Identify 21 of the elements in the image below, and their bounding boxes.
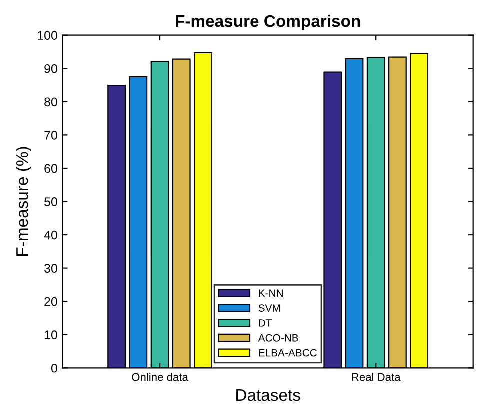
y-tick-label: 60 [44,164,58,174]
y-tick-label: 0 [51,364,58,373]
y-tick-label: 70 [44,131,58,140]
legend-label: ACO-NB [258,334,298,342]
legend-label: SVM [258,304,280,312]
y-tick-label: 40 [44,230,58,240]
y-tick-label: 90 [44,64,58,74]
legend-label: K-NN [259,290,283,297]
y-tick-label: 100 [38,31,58,40]
y-tick-label: 50 [44,198,58,206]
y-tick-label: 10 [44,330,58,340]
y-tick-label: 20 [44,297,58,306]
y-tick-label: 30 [44,264,58,273]
y-axis-title: F-measure (%) [16,147,32,256]
chart-title: F-measure Comparison [176,14,360,30]
x-tick-label: Online data [132,373,188,382]
legend-label: DT [259,320,272,327]
x-axis-title: Datasets [236,390,300,402]
x-tick-label: Real Data [352,373,401,382]
y-tick-label: 80 [44,98,58,107]
legend-label: ELBA-ABCC [259,349,317,357]
